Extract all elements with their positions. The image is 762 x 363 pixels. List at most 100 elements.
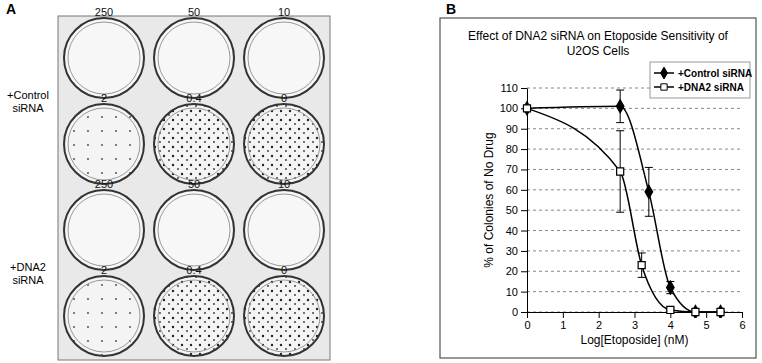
- marker: [638, 262, 645, 269]
- tick-label: 110: [500, 82, 518, 94]
- marker: [717, 305, 725, 318]
- tick-mark: [563, 312, 564, 318]
- plate-label: 250: [95, 178, 113, 190]
- tick: 5: [704, 312, 710, 331]
- error-bar: [638, 253, 646, 277]
- tick-mark: [742, 312, 743, 318]
- plate-rim: [68, 194, 140, 266]
- plate-label: 2: [101, 92, 107, 104]
- plate: [244, 104, 324, 184]
- legend-marker: [661, 67, 668, 79]
- plate: [154, 190, 234, 270]
- plate: [244, 276, 324, 356]
- plate-rim: [68, 22, 140, 94]
- row-label: +ControlsiRNA: [7, 89, 49, 114]
- plate-label: 250: [95, 6, 113, 18]
- error-bar-cap: [616, 122, 624, 123]
- error-bar-cap: [616, 212, 624, 213]
- grid-line: [527, 210, 742, 211]
- marker: [645, 185, 653, 198]
- y-axis: 0102030405060708090100110: [500, 82, 528, 318]
- tick-mark: [521, 88, 527, 89]
- grid-line: [527, 149, 742, 150]
- grid-line: [527, 250, 742, 251]
- chart-title: Effect of DNA2 siRNA on Etoposide Sensit…: [468, 29, 729, 58]
- tick-label: 1: [560, 319, 566, 331]
- plate: [64, 18, 144, 98]
- tick: 60: [506, 184, 527, 196]
- plate-label: 2: [101, 264, 107, 276]
- plate-rim: [158, 22, 230, 94]
- marker: [692, 308, 699, 315]
- error-bar-cap: [638, 252, 646, 253]
- plate: [244, 190, 324, 270]
- legend-label: +Control siRNA: [678, 68, 752, 79]
- marker: [616, 100, 624, 113]
- tick: 110: [500, 82, 527, 94]
- tick: 10: [506, 286, 527, 298]
- marker: [667, 306, 674, 313]
- tick-label: 30: [506, 245, 518, 257]
- error-bar-cap: [616, 130, 624, 131]
- grid-line: [527, 291, 742, 292]
- plate-label: 50: [188, 6, 200, 18]
- tick: 6: [739, 312, 745, 331]
- error-bar: [666, 281, 674, 293]
- plate-rim: [158, 108, 230, 180]
- marker: [667, 281, 675, 294]
- plate-rim: [248, 280, 320, 352]
- grid-line: [527, 271, 742, 272]
- tick-label: 2: [596, 319, 602, 331]
- panel-a: A+ControlsiRNA250501020.40+DNA2siRNA2505…: [6, 1, 330, 360]
- tick: 30: [506, 245, 527, 257]
- plate: [244, 18, 324, 98]
- error-bar: [616, 90, 624, 123]
- tick-mark: [521, 292, 527, 293]
- tick-label: 20: [506, 265, 518, 277]
- tick: 4: [668, 312, 674, 331]
- tick: 90: [506, 123, 527, 135]
- error-bar-cap: [638, 277, 646, 278]
- tick-label: 0: [512, 306, 518, 318]
- y-axis-title: % of Colonies of No Drug: [482, 132, 496, 267]
- plate: [154, 276, 234, 356]
- plate-label: 50: [188, 178, 200, 190]
- marker: [717, 308, 724, 315]
- plate-rim: [158, 280, 230, 352]
- tick-label: 4: [668, 319, 674, 331]
- tick-label: 70: [506, 163, 518, 175]
- plate: [64, 190, 144, 270]
- error-bar-cap: [645, 216, 653, 217]
- tick-label: 60: [506, 184, 518, 196]
- plate-rim: [68, 280, 140, 352]
- marker: [523, 102, 531, 115]
- plate-rim: [248, 22, 320, 94]
- panel-label: A: [6, 1, 16, 17]
- legend-label: +DNA2 siRNA: [678, 82, 744, 93]
- tick-label: 10: [506, 286, 518, 298]
- x-axis-title: Log[Etoposide] (nM): [580, 333, 688, 347]
- plate-label: 10: [278, 178, 290, 190]
- tick: 2: [596, 312, 602, 331]
- panel-b: BEffect of DNA2 siRNA on Etoposide Sensi…: [440, 1, 756, 358]
- grid-line: [527, 189, 742, 190]
- tick: 50: [506, 204, 527, 216]
- tick: 70: [506, 163, 527, 175]
- plate: [64, 104, 144, 184]
- plate: [154, 18, 234, 98]
- plate-label: 0.4: [186, 264, 201, 276]
- tick-mark: [521, 271, 527, 272]
- tick: 1: [560, 312, 566, 331]
- tick: 80: [506, 143, 527, 155]
- plot-area: [523, 90, 725, 318]
- tick-mark: [635, 312, 636, 318]
- marker: [692, 305, 700, 318]
- tick-mark: [521, 129, 527, 130]
- series-line: [527, 108, 721, 312]
- plate-label: 0: [281, 92, 287, 104]
- plate-rim: [68, 108, 140, 180]
- tick-mark: [521, 251, 527, 252]
- plate-label: 0.4: [186, 92, 201, 104]
- error-bar-cap: [645, 167, 653, 168]
- tick-label: 80: [506, 143, 518, 155]
